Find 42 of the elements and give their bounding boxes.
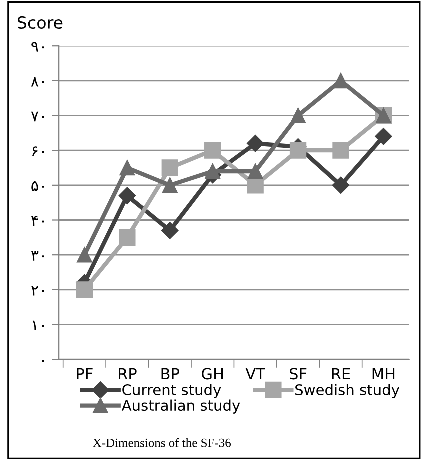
legend-label: Australian study: [122, 400, 240, 414]
y-tick-label: ۸۰: [31, 77, 44, 87]
legend-label: Swedish study: [296, 384, 400, 398]
point: [120, 160, 136, 176]
point: [375, 128, 392, 146]
x-tick-label: MH: [372, 368, 395, 380]
point: [204, 142, 222, 159]
x-tick-label: RE: [332, 368, 350, 380]
point: [247, 135, 264, 152]
point: [290, 142, 307, 159]
point: [119, 229, 136, 246]
y-tick-label: ۵۰: [32, 181, 44, 192]
point: [77, 247, 92, 263]
y-axis-title: Score: [18, 16, 63, 30]
point: [247, 177, 264, 194]
x-tick-label: SF: [290, 368, 307, 380]
y-tick-label: ۹۰: [32, 42, 44, 52]
point: [333, 73, 349, 89]
point: [162, 178, 178, 194]
point: [76, 282, 94, 298]
point: [118, 187, 136, 204]
point: [332, 176, 350, 194]
x-tick-label: GH: [202, 368, 224, 380]
y-tick-label: ۶۰: [32, 146, 44, 156]
y-tick-label: ۲۰: [31, 286, 44, 296]
point: [248, 164, 264, 180]
point: [205, 164, 220, 180]
x-tick-label: RP: [119, 368, 137, 380]
x-tick-label: PF: [77, 368, 93, 380]
y-tick-label: ۱۰: [32, 320, 44, 331]
point: [290, 108, 306, 124]
y-tick-label: ۷۰: [31, 112, 44, 122]
x-tick-label: VT: [246, 368, 266, 380]
point: [332, 142, 350, 159]
y-tick-label: ۰: [42, 360, 44, 362]
x-tick-label: BP: [162, 368, 180, 380]
y-tick-label: ۴۰: [31, 216, 44, 226]
legend-label: Current study: [122, 384, 222, 398]
point: [162, 222, 179, 240]
y-tick-label: ۳۰: [31, 251, 44, 261]
point: [162, 160, 178, 176]
text: X-Dimensions of the SF-36: [93, 438, 232, 448]
